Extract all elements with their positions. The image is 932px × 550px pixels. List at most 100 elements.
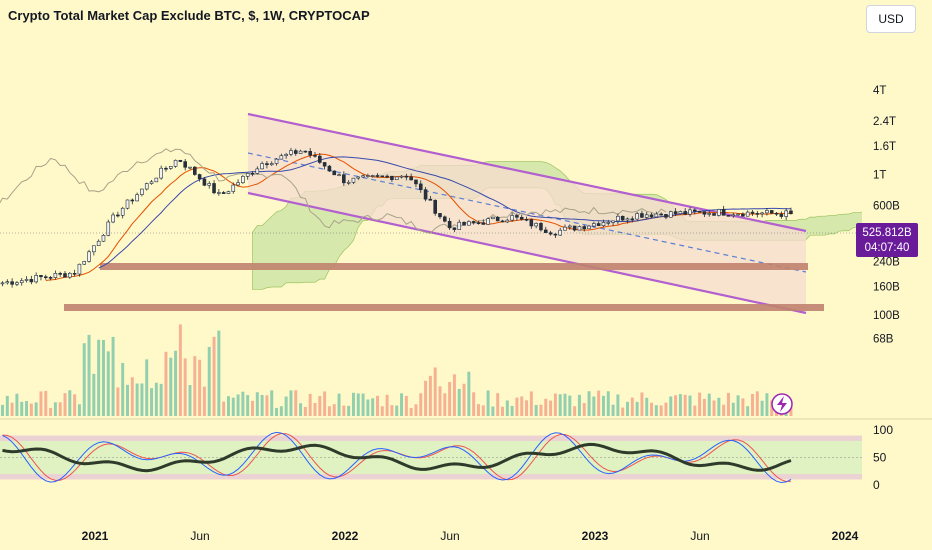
volume-bar <box>356 393 360 416</box>
volume-bar <box>496 393 500 416</box>
candle-down <box>221 192 226 194</box>
volume-bar <box>558 394 562 416</box>
volume-bar <box>635 401 639 416</box>
price-tick-label: 100B <box>873 310 900 322</box>
candle-down <box>409 176 413 181</box>
oscillator-axis[interactable]: 100 50 0 <box>873 423 893 492</box>
support-zones <box>64 263 824 311</box>
time-axis[interactable]: 2021 Jun 2022 Jun 2023 Jun 2024 <box>82 529 859 543</box>
candle-up <box>644 214 649 218</box>
candle-down <box>673 211 678 214</box>
flash-icon[interactable] <box>771 393 793 415</box>
support-zone-lower <box>64 304 824 311</box>
candle-down <box>572 225 577 231</box>
currency-button[interactable]: USD <box>866 5 916 33</box>
volume-bar <box>111 336 115 416</box>
volume-bar <box>601 395 605 416</box>
candle-up <box>24 279 29 281</box>
volume-bar <box>731 402 735 416</box>
candle-up <box>149 181 154 184</box>
volume-bar <box>549 400 553 416</box>
volume-bar <box>688 395 692 416</box>
volume-bar <box>217 330 221 416</box>
volume-histogram <box>1 324 793 416</box>
candle-down <box>63 273 67 278</box>
volume-bar <box>323 391 327 416</box>
candle-up <box>784 210 788 217</box>
candle-up <box>289 150 293 155</box>
volume-bar <box>39 391 43 416</box>
time-tick-label: 2021 <box>82 529 109 543</box>
volume-bar <box>400 393 404 416</box>
volume-bar <box>573 406 577 416</box>
candle-down <box>443 216 447 222</box>
candlestick-series <box>0 147 793 288</box>
candle-down <box>702 211 707 215</box>
volume-bar <box>116 387 120 416</box>
volume-bar <box>654 405 658 416</box>
volume-bar <box>126 384 129 416</box>
volume-bar <box>553 393 557 416</box>
volume-bar <box>20 401 24 416</box>
bar-countdown: 04:07:40 <box>865 242 910 254</box>
candle-down <box>462 221 466 226</box>
volume-bar <box>505 400 509 416</box>
channel-top-line <box>247 112 807 233</box>
candle-down <box>741 213 745 217</box>
candle-down <box>193 166 197 175</box>
candle-down <box>438 213 442 218</box>
candle-down <box>313 155 317 157</box>
candle-down <box>29 279 34 283</box>
volume-bar <box>424 380 428 416</box>
candle-up <box>19 280 24 283</box>
volume-bar <box>289 390 293 416</box>
volume-bar <box>10 402 14 416</box>
candle-down <box>39 275 43 278</box>
candle-up <box>144 183 149 190</box>
volume-bar <box>327 406 331 416</box>
price-tick-label: 4T <box>873 85 886 97</box>
candle-down <box>693 209 697 212</box>
volume-bar <box>212 336 216 416</box>
volume-bar <box>520 396 524 416</box>
candle-down <box>332 170 337 176</box>
candle-down <box>447 220 452 229</box>
price-axis[interactable]: 4T2.4T1.6T1T600B400B240B160B100B68B <box>873 85 900 346</box>
volume-bar <box>462 383 466 416</box>
candle-up <box>236 182 240 186</box>
volume-bar <box>414 404 418 416</box>
candle-up <box>606 222 611 224</box>
price-tick-label: 600B <box>873 201 900 213</box>
candle-up <box>707 213 712 215</box>
candle-down <box>423 189 428 200</box>
candle-up <box>505 219 510 223</box>
candle-up <box>82 261 87 265</box>
volume-bar <box>380 406 384 416</box>
candle-down <box>116 214 120 217</box>
volume-bar <box>539 404 543 416</box>
candle-up <box>168 165 173 169</box>
stoch-k-line <box>2 431 792 484</box>
candle-up <box>53 273 58 278</box>
volume-bar <box>241 391 245 416</box>
volume-bar <box>457 388 461 416</box>
volume-bar <box>279 406 283 416</box>
candle-up <box>135 194 139 202</box>
candle-down <box>265 163 269 166</box>
candle-up <box>577 226 582 231</box>
candle-up <box>568 225 572 228</box>
candle-down <box>620 215 625 221</box>
last-price-tag: 525.812B 04:07:40 <box>856 223 918 257</box>
volume-bar <box>491 406 495 416</box>
volume-bar <box>486 390 490 416</box>
candle-down <box>322 162 327 167</box>
volume-bar <box>726 392 730 416</box>
volume-bar <box>698 392 702 416</box>
volume-bar <box>255 392 259 416</box>
volume-bar <box>207 346 211 416</box>
candle-down <box>197 174 202 180</box>
volume-bar <box>236 394 240 416</box>
candle-up <box>765 210 769 214</box>
volume-bar <box>674 395 678 416</box>
